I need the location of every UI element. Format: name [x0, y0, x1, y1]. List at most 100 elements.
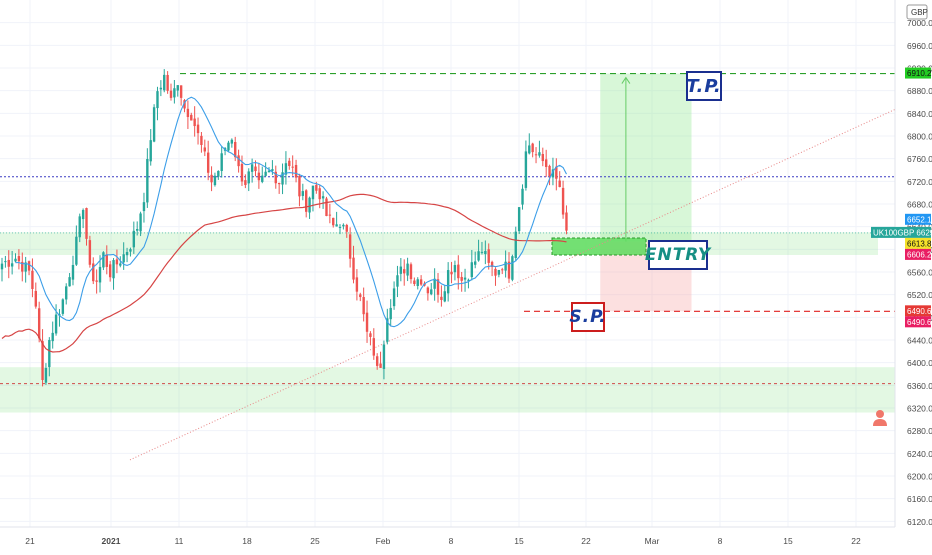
candle — [34, 282, 37, 309]
candle — [237, 149, 240, 173]
entry-box — [551, 237, 647, 256]
candle — [88, 235, 92, 268]
take-profit-label: T.P. — [686, 71, 722, 101]
candle — [558, 171, 561, 188]
candle — [190, 112, 193, 121]
candle-body — [480, 251, 484, 253]
candle-body — [129, 249, 132, 252]
price-tick-label: 6320.0 — [907, 404, 932, 414]
candle — [399, 257, 403, 282]
candle — [348, 227, 352, 268]
time-tick-label: 15 — [514, 536, 524, 546]
support-zone — [0, 367, 895, 413]
candle-body — [267, 170, 271, 173]
price-label-bg — [871, 226, 931, 238]
time-tick-label: 8 — [718, 536, 723, 546]
candle — [372, 328, 375, 360]
candle — [328, 203, 332, 224]
candle-body — [321, 196, 325, 199]
candle — [169, 83, 173, 101]
candle-body — [504, 261, 507, 271]
candle-body — [514, 231, 517, 258]
candle — [108, 260, 112, 282]
candle-body — [274, 171, 277, 184]
candle-body — [291, 166, 294, 168]
candle-body — [7, 259, 10, 267]
candle — [325, 196, 328, 217]
candle — [524, 140, 528, 191]
candle-body — [375, 356, 379, 366]
candle-body — [159, 87, 163, 90]
price-tick-label: 6960.0 — [907, 41, 932, 51]
candle — [541, 147, 544, 167]
time-tick-label: 8 — [449, 536, 454, 546]
candles — [0, 69, 568, 387]
time-tick-label: 22 — [851, 536, 861, 546]
price-tick-label: 6560.0 — [907, 268, 932, 278]
candle-body — [21, 261, 24, 272]
candle-body — [115, 259, 119, 265]
candle-body — [220, 153, 223, 171]
candle — [501, 267, 504, 275]
candle-body — [555, 166, 558, 179]
candle — [61, 298, 65, 316]
candle-body — [457, 264, 460, 279]
candle-body — [51, 332, 54, 342]
candle-body — [213, 175, 217, 186]
candle-body — [440, 296, 443, 300]
candle-body — [139, 213, 142, 232]
candle — [21, 252, 24, 282]
price-tick-label: 6120.0 — [907, 517, 932, 527]
candle-body — [463, 277, 467, 280]
candle-body — [507, 261, 511, 279]
candle-body — [338, 226, 342, 228]
price-tick-label: 6520.0 — [907, 290, 932, 300]
candle — [375, 353, 379, 370]
candle — [345, 223, 348, 238]
candle — [220, 146, 223, 178]
candle-body — [244, 180, 247, 185]
candle-body — [34, 290, 37, 307]
candle — [277, 182, 281, 194]
candle — [261, 166, 264, 184]
candle — [308, 196, 311, 219]
candle-body — [142, 202, 146, 212]
candle-body — [561, 187, 565, 215]
price-tick-label: 6200.0 — [907, 472, 932, 482]
price-tick-label: 6360.0 — [907, 381, 932, 391]
candle — [65, 283, 68, 305]
candle — [115, 249, 119, 274]
candle-body — [436, 279, 440, 295]
candle-body — [517, 207, 521, 232]
candle — [460, 272, 463, 292]
candle — [433, 268, 436, 301]
candle-body — [190, 114, 193, 121]
candle-body — [85, 208, 88, 239]
candle-body — [48, 340, 51, 368]
candle — [98, 255, 102, 293]
person-icon[interactable] — [872, 409, 888, 427]
candle-body — [210, 174, 213, 183]
candle — [129, 247, 132, 257]
candle-body — [240, 163, 244, 182]
candle-body — [250, 164, 254, 172]
candle-body — [271, 169, 274, 171]
candle-body — [348, 234, 352, 259]
candle-body — [4, 261, 7, 263]
candle — [112, 258, 115, 290]
candle — [548, 164, 551, 186]
candle-body — [328, 214, 332, 216]
candle-body — [156, 91, 159, 109]
candle — [142, 192, 146, 223]
candle — [183, 99, 186, 113]
candle — [534, 147, 538, 164]
candle-body — [433, 278, 436, 289]
candle-body — [355, 277, 359, 292]
price-label-bg — [905, 305, 931, 317]
candle — [369, 331, 372, 346]
entry-label: ENTRY — [645, 240, 710, 270]
candle — [355, 269, 359, 301]
entry-zone — [0, 232, 878, 255]
candle — [528, 133, 531, 155]
